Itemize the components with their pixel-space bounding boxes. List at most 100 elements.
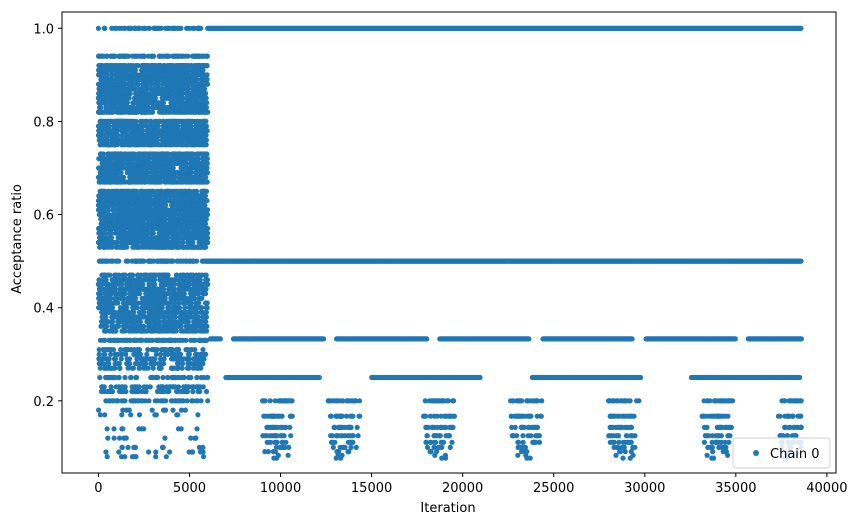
data-point: [148, 137, 154, 143]
data-point: [96, 128, 102, 134]
data-point: [107, 174, 113, 180]
data-point: [99, 86, 105, 92]
data-point: [176, 63, 182, 69]
data-point: [166, 109, 173, 115]
data-point: [107, 216, 113, 222]
data-point: [161, 225, 167, 232]
data-point: [163, 207, 169, 213]
data-point: [118, 72, 124, 78]
data-point: [174, 160, 180, 166]
data-point: [153, 137, 159, 143]
data-point: [136, 123, 143, 129]
data-point: [188, 207, 194, 213]
data-point: [131, 239, 137, 246]
data-point: [115, 81, 121, 87]
data-point: [126, 239, 132, 246]
data-point: [129, 137, 135, 143]
data-point: [113, 25, 120, 31]
data-point: [183, 258, 189, 264]
data-point: [179, 174, 185, 180]
data-point: [169, 179, 175, 185]
data-point: [133, 291, 139, 297]
data-point: [148, 53, 154, 59]
data-point: [130, 244, 136, 250]
data-point: [164, 212, 170, 218]
data-point: [116, 291, 122, 297]
data-point: [122, 244, 129, 250]
data-point: [148, 142, 154, 148]
data-point: [163, 179, 169, 185]
data-point: [170, 81, 176, 87]
data-point: [117, 212, 123, 218]
data-point: [149, 95, 155, 101]
data-point: [159, 193, 165, 199]
data-point: [163, 281, 169, 287]
data-point: [112, 86, 118, 92]
data-point: [147, 67, 153, 73]
data-point: [198, 286, 204, 292]
data-point: [175, 258, 181, 264]
data-point: [146, 128, 152, 134]
data-point: [122, 81, 128, 87]
data-point: [172, 72, 178, 78]
data-point: [123, 72, 129, 78]
data-point: [190, 230, 196, 236]
data-point: [185, 100, 191, 106]
data-point: [191, 193, 197, 199]
data-point: [203, 160, 210, 166]
data-point: [131, 67, 137, 73]
data-point: [110, 277, 116, 283]
data-point: [96, 174, 102, 180]
data-point: [187, 286, 193, 292]
data-point: [167, 216, 174, 222]
data-point: [152, 25, 158, 31]
data-point: [122, 272, 128, 278]
data-point: [102, 170, 108, 176]
data-point: [154, 165, 160, 171]
data-point: [192, 170, 198, 176]
data-point: [107, 272, 113, 278]
data-point: [118, 179, 124, 185]
data-point: [107, 244, 113, 250]
data-point: [110, 193, 116, 199]
data-point: [102, 179, 108, 185]
data-point: [117, 76, 123, 83]
data-point: [140, 281, 146, 287]
data-point: [184, 235, 190, 241]
data-point: [195, 67, 201, 73]
data-point: [114, 118, 120, 124]
data-point: [102, 165, 108, 171]
data-point: [110, 258, 116, 264]
data-point: [200, 174, 206, 180]
data-point: [164, 239, 170, 246]
data-point: [180, 193, 186, 199]
data-point: [142, 53, 148, 59]
data-point: [104, 221, 110, 227]
data-point: [201, 291, 207, 297]
data-point: [151, 225, 157, 232]
data-point: [134, 90, 140, 97]
data-point: [184, 137, 190, 143]
data-point: [143, 63, 149, 69]
data-point: [198, 137, 204, 143]
data-point: [200, 67, 206, 73]
data-point: [127, 179, 133, 185]
data-point: [196, 193, 202, 199]
data-point: [198, 221, 204, 227]
data-point: [105, 281, 111, 287]
data-point: [157, 109, 163, 115]
data-point: [119, 118, 125, 124]
data-point: [162, 109, 168, 115]
data-point: [193, 95, 199, 101]
data-point: [202, 123, 209, 129]
data-point: [195, 151, 201, 157]
data-point: [188, 295, 194, 301]
data-point: [204, 53, 210, 59]
data-point: [194, 118, 200, 124]
data-point: [117, 109, 123, 115]
data-point: [115, 198, 121, 204]
data-point: [196, 300, 202, 306]
data-point: [96, 295, 102, 301]
data-point: [136, 225, 142, 232]
data-point: [180, 286, 186, 292]
